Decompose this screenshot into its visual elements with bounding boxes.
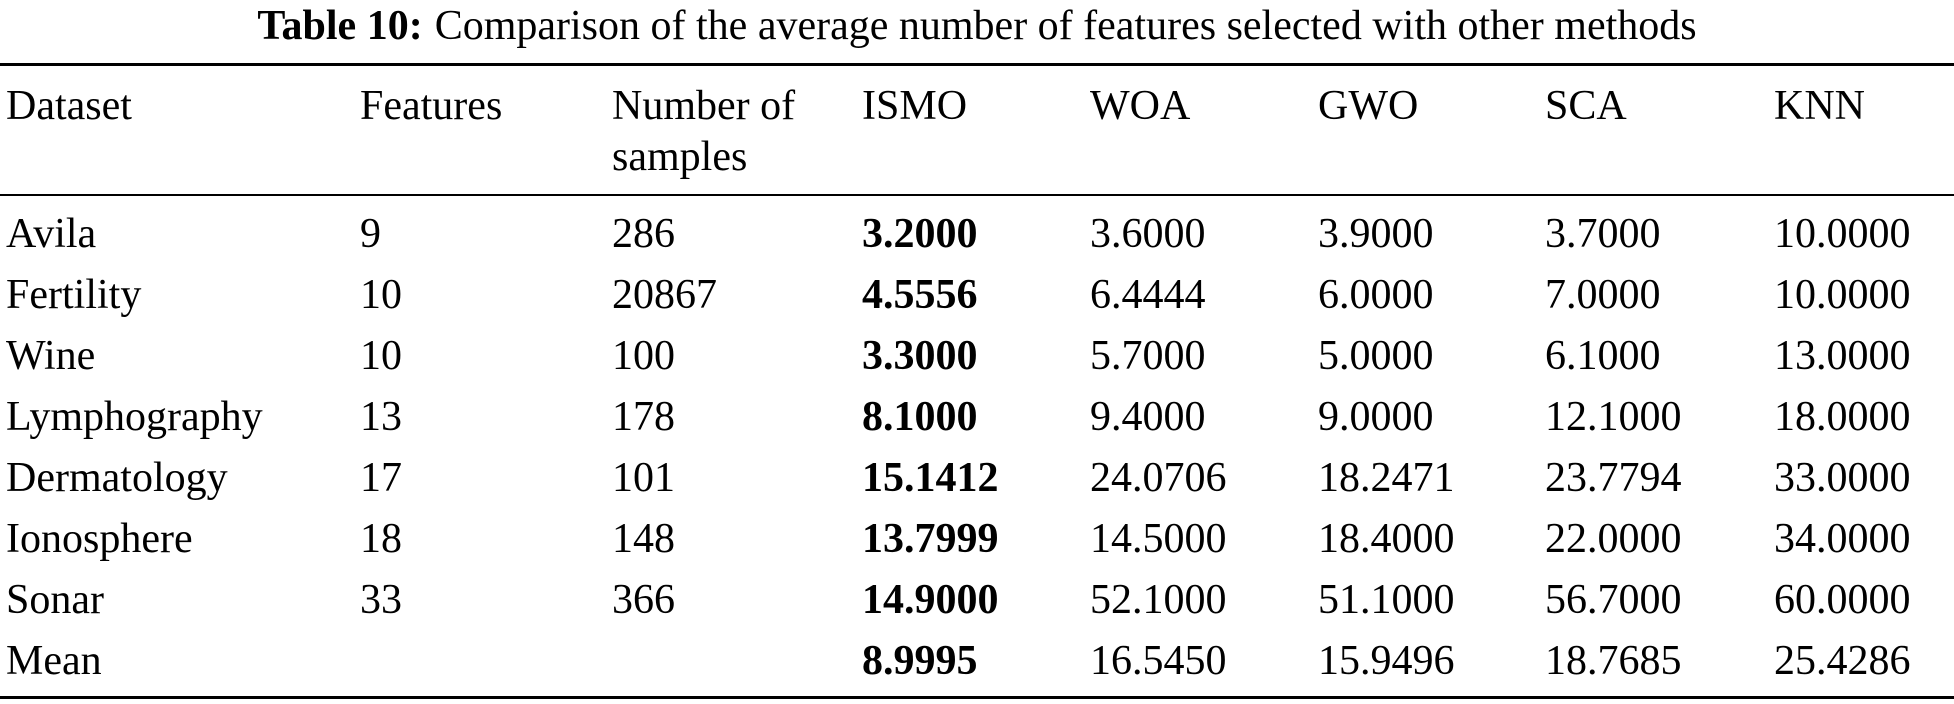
cell-ismo: 8.1000 <box>862 394 978 440</box>
cell-ismo: 15.1412 <box>862 455 999 501</box>
header-ismo: ISMO <box>862 83 968 129</box>
cell-ismo: 4.5556 <box>862 272 978 318</box>
cell-gwo: 18.4000 <box>1318 516 1455 562</box>
cell-gwo: 3.9000 <box>1318 211 1434 257</box>
header-knn: KNN <box>1774 83 1865 129</box>
cell-ismo: 3.2000 <box>862 211 978 257</box>
cell-ismo: 3.3000 <box>862 333 978 379</box>
cell-knn: 25.4286 <box>1774 638 1911 684</box>
cell-ismo: 14.9000 <box>862 577 999 623</box>
cell-samples: 20867 <box>612 272 717 318</box>
caption-label: Table 10: <box>257 3 423 49</box>
cell-features: 10 <box>360 333 402 379</box>
cell-sca: 3.7000 <box>1545 211 1661 257</box>
cell-samples: 366 <box>612 577 675 623</box>
cell-sca: 23.7794 <box>1545 455 1682 501</box>
cell-sca: 12.1000 <box>1545 394 1682 440</box>
cell-gwo: 51.1000 <box>1318 577 1455 623</box>
header-dataset: Dataset <box>6 83 132 129</box>
cell-samples: 286 <box>612 211 675 257</box>
header-gwo: GWO <box>1318 83 1419 129</box>
cell-dataset: Sonar <box>6 577 104 623</box>
cell-knn: 60.0000 <box>1774 577 1911 623</box>
cell-features: 13 <box>360 394 402 440</box>
cell-gwo: 18.2471 <box>1318 455 1455 501</box>
cell-woa: 9.4000 <box>1090 394 1206 440</box>
cell-features: 17 <box>360 455 402 501</box>
cell-dataset: Mean <box>6 638 102 684</box>
cell-dataset: Dermatology <box>6 455 228 501</box>
cell-gwo: 6.0000 <box>1318 272 1434 318</box>
cell-knn: 18.0000 <box>1774 394 1911 440</box>
cell-woa: 14.5000 <box>1090 516 1227 562</box>
table-caption: Table 10: Comparison of the average numbe… <box>0 2 1954 50</box>
cell-woa: 5.7000 <box>1090 333 1206 379</box>
header-samples-line2: samples <box>612 134 748 180</box>
header-samples: Number of <box>612 83 796 129</box>
cell-woa: 6.4444 <box>1090 272 1206 318</box>
cell-features: 10 <box>360 272 402 318</box>
cell-features: 9 <box>360 211 381 257</box>
cell-samples: 148 <box>612 516 675 562</box>
cell-woa: 24.0706 <box>1090 455 1227 501</box>
cell-sca: 6.1000 <box>1545 333 1661 379</box>
cell-knn: 34.0000 <box>1774 516 1911 562</box>
cell-sca: 22.0000 <box>1545 516 1682 562</box>
top-rule <box>0 63 1954 66</box>
cell-gwo: 9.0000 <box>1318 394 1434 440</box>
cell-knn: 10.0000 <box>1774 272 1911 318</box>
cell-dataset: Fertility <box>6 272 142 318</box>
cell-sca: 56.7000 <box>1545 577 1682 623</box>
cell-sca: 18.7685 <box>1545 638 1682 684</box>
header-woa: WOA <box>1090 83 1191 129</box>
cell-dataset: Avila <box>6 211 97 257</box>
cell-dataset: Wine <box>6 333 96 379</box>
cell-gwo: 5.0000 <box>1318 333 1434 379</box>
header-sca: SCA <box>1545 83 1627 129</box>
cell-sca: 7.0000 <box>1545 272 1661 318</box>
cell-knn: 33.0000 <box>1774 455 1911 501</box>
cell-woa: 3.6000 <box>1090 211 1206 257</box>
header-features: Features <box>360 83 503 129</box>
cell-features: 18 <box>360 516 402 562</box>
cell-features: 33 <box>360 577 402 623</box>
cell-knn: 10.0000 <box>1774 211 1911 257</box>
cell-gwo: 15.9496 <box>1318 638 1455 684</box>
cell-samples: 101 <box>612 455 675 501</box>
cell-dataset: Lymphography <box>6 394 263 440</box>
cell-woa: 16.5450 <box>1090 638 1227 684</box>
header-rule <box>0 194 1954 196</box>
cell-ismo: 13.7999 <box>862 516 999 562</box>
cell-woa: 52.1000 <box>1090 577 1227 623</box>
caption-text: Comparison of the average number of feat… <box>434 3 1697 49</box>
cell-samples: 100 <box>612 333 675 379</box>
cell-knn: 13.0000 <box>1774 333 1911 379</box>
cell-samples: 178 <box>612 394 675 440</box>
cell-ismo: 8.9995 <box>862 638 978 684</box>
bottom-rule <box>0 696 1954 699</box>
cell-dataset: Ionosphere <box>6 516 193 562</box>
